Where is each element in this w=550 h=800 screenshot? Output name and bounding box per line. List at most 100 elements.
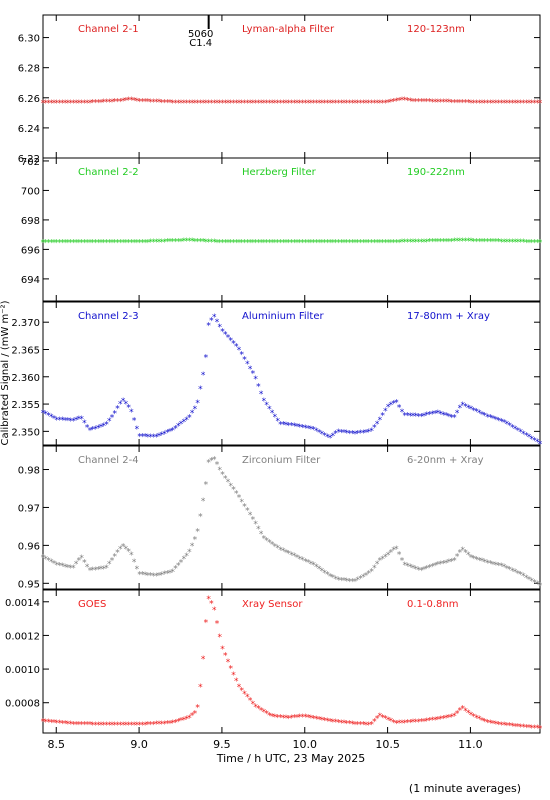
data-point: * [190, 542, 195, 552]
data-point: * [375, 714, 380, 724]
data-point: * [52, 99, 57, 109]
data-point: * [278, 99, 283, 109]
data-point: * [148, 98, 153, 108]
data-point: * [204, 238, 209, 248]
data-point: * [262, 397, 267, 407]
data-point: * [206, 321, 211, 331]
panel-frame [42, 14, 541, 159]
data-point: * [237, 99, 242, 109]
data-point: * [344, 577, 349, 587]
data-point: * [527, 99, 532, 109]
data-point: * [535, 99, 540, 109]
data-point: * [491, 238, 496, 248]
data-point: * [195, 527, 200, 537]
data-point: * [375, 560, 380, 570]
data-point: * [176, 718, 181, 728]
data-point: * [535, 580, 540, 590]
data-point: * [176, 237, 181, 247]
y-tick-label: 0.95 [18, 579, 40, 590]
data-point: * [333, 575, 338, 585]
data-point: * [347, 577, 352, 587]
data-point: * [259, 390, 264, 400]
data-point: * [284, 714, 289, 724]
data-point: * [367, 428, 372, 438]
data-point: * [226, 333, 231, 343]
data-point: * [325, 99, 330, 109]
data-point: * [154, 572, 159, 582]
data-point: * [49, 239, 54, 249]
data-point: * [507, 722, 512, 732]
data-point: * [286, 421, 291, 431]
data-point: * [460, 546, 465, 556]
data-point: * [284, 239, 289, 249]
data-point: * [157, 432, 162, 442]
data-point: * [229, 482, 234, 492]
data-point: * [159, 98, 164, 108]
data-point: * [328, 99, 333, 109]
panel-channel: GOES [78, 599, 106, 610]
data-point: * [336, 428, 341, 438]
data-point: * [444, 714, 449, 724]
data-point: * [386, 716, 391, 726]
y-tick-label: 2.360 [11, 373, 40, 384]
data-point: * [527, 724, 532, 734]
data-point: * [44, 99, 49, 109]
data-point: * [135, 97, 140, 107]
data-point: * [229, 99, 234, 109]
data-point: * [46, 718, 51, 728]
data-point: * [510, 99, 515, 109]
data-point: * [389, 98, 394, 108]
data-point: * [60, 239, 65, 249]
data-point: * [71, 239, 76, 249]
data-point: * [538, 582, 543, 592]
data-point: * [154, 433, 159, 443]
data-point: * [190, 712, 195, 722]
y-tick-label: 700 [21, 186, 40, 197]
data-point: * [206, 595, 211, 605]
data-point: * [104, 564, 109, 574]
data-point: * [494, 720, 499, 730]
data-point: * [483, 718, 488, 728]
data-point: * [441, 237, 446, 247]
data-point: * [129, 408, 134, 418]
data-point: * [198, 238, 203, 248]
data-point: * [361, 573, 366, 583]
data-point: * [455, 409, 460, 419]
data-point: * [231, 239, 236, 249]
data-point: * [295, 99, 300, 109]
data-point: * [328, 572, 333, 582]
data-point: * [449, 713, 454, 723]
data-point: * [339, 428, 344, 438]
data-point: * [452, 712, 457, 722]
data-point: * [455, 709, 460, 719]
data-point: * [372, 99, 377, 109]
data-point: * [118, 97, 123, 107]
data-point: * [273, 99, 278, 109]
data-point: * [416, 238, 421, 248]
data-point: * [286, 239, 291, 249]
data-point: * [151, 720, 156, 730]
data-point: * [463, 549, 468, 559]
data-point: * [248, 239, 253, 249]
y-tick-label: 0.98 [18, 466, 40, 477]
data-point: * [510, 567, 515, 577]
data-point: * [419, 566, 424, 576]
data-point: * [253, 375, 258, 385]
data-point: * [494, 99, 499, 109]
panel-band: 6-20nm + Xray [407, 455, 484, 466]
data-point: * [234, 677, 239, 687]
data-point: * [471, 99, 476, 109]
data-point: * [49, 558, 54, 568]
data-point: * [344, 719, 349, 729]
data-point: * [245, 693, 250, 703]
data-point: * [242, 355, 247, 365]
data-point: * [378, 712, 383, 722]
data-point: * [314, 99, 319, 109]
data-point: * [402, 561, 407, 571]
data-point: * [204, 481, 209, 491]
data-point: * [267, 538, 272, 548]
data-point: * [488, 99, 493, 109]
data-point: * [356, 576, 361, 586]
data-point: * [82, 239, 87, 249]
